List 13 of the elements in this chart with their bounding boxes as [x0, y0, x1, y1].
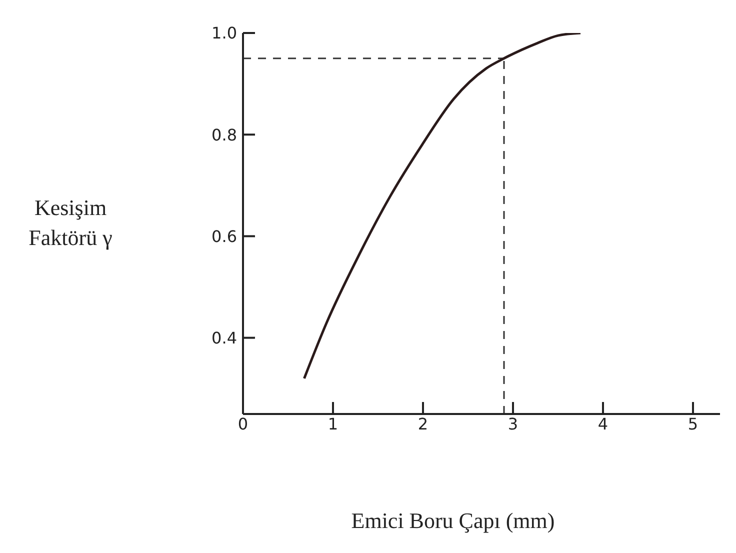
x-tick-label: 1	[328, 414, 338, 434]
x-tick-label: 4	[598, 414, 608, 434]
line-series	[302, 33, 582, 380]
y-tick-label: 0.6	[212, 226, 237, 246]
y-tick-label: 0.4	[212, 328, 237, 348]
y-tick-label: 1.0	[212, 24, 237, 43]
x-tick-label: 5	[688, 414, 698, 434]
x-tick-label: 3	[508, 414, 518, 434]
x-tick-label: 0	[238, 414, 248, 434]
y-tick-label: 0.8	[212, 125, 237, 144]
x-axis-title: Emici Boru Çapı (mm)	[350, 508, 556, 534]
x-tick-label: 2	[418, 414, 428, 434]
y-axis-title: Kesişim Faktörü γ	[28, 194, 114, 252]
